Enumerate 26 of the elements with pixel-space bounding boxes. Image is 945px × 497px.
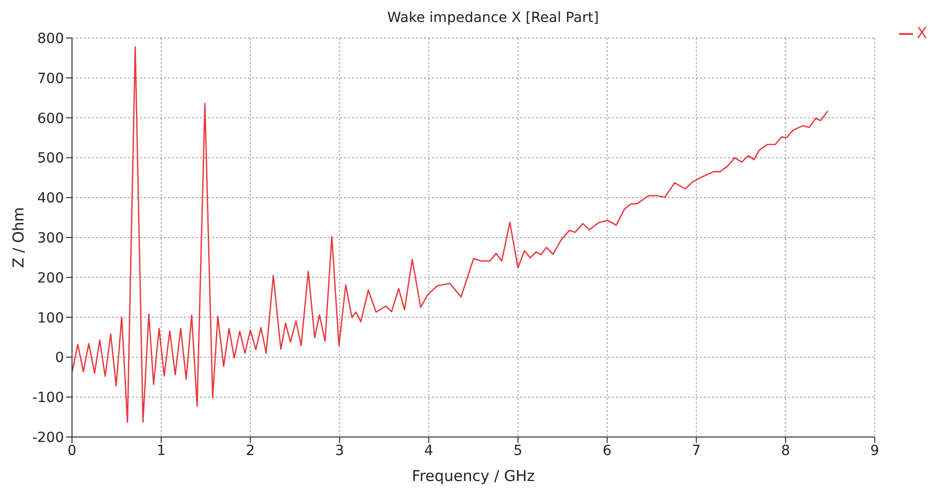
- y-tick-label: 800: [37, 30, 64, 47]
- line-series: [72, 46, 828, 423]
- y-tick-label: 400: [37, 190, 64, 207]
- x-tick-label: 5: [513, 442, 522, 459]
- x-tick-label: 2: [246, 442, 255, 459]
- x-tick-label: 9: [870, 442, 880, 459]
- legend-label: X: [916, 24, 927, 42]
- x-tick-label: 6: [602, 442, 612, 459]
- x-tick-label: 8: [781, 442, 790, 459]
- y-tick-label: 300: [37, 230, 64, 246]
- y-tick-label: 500: [37, 150, 64, 167]
- x-axis-title: Frequency / GHz: [412, 467, 535, 485]
- y-tick-label: 600: [37, 110, 64, 127]
- y-tick-label: -200: [32, 430, 64, 446]
- x-tick-label: 7: [692, 442, 701, 459]
- x-tick-label: 3: [335, 442, 344, 459]
- y-tick-label: -100: [32, 390, 64, 406]
- y-tick-label: 100: [37, 310, 64, 326]
- x-tick-label: 1: [156, 442, 166, 459]
- chart-title: Wake impedance X [Real Part]: [386, 10, 600, 26]
- y-axis-title: Z / Ohm: [9, 207, 28, 268]
- x-tick-label: 0: [68, 442, 76, 459]
- y-tick-label: 0: [55, 350, 64, 366]
- y-tick-label: 200: [37, 270, 64, 286]
- y-tick-label: 700: [37, 70, 64, 87]
- x-tick-label: 4: [424, 442, 434, 459]
